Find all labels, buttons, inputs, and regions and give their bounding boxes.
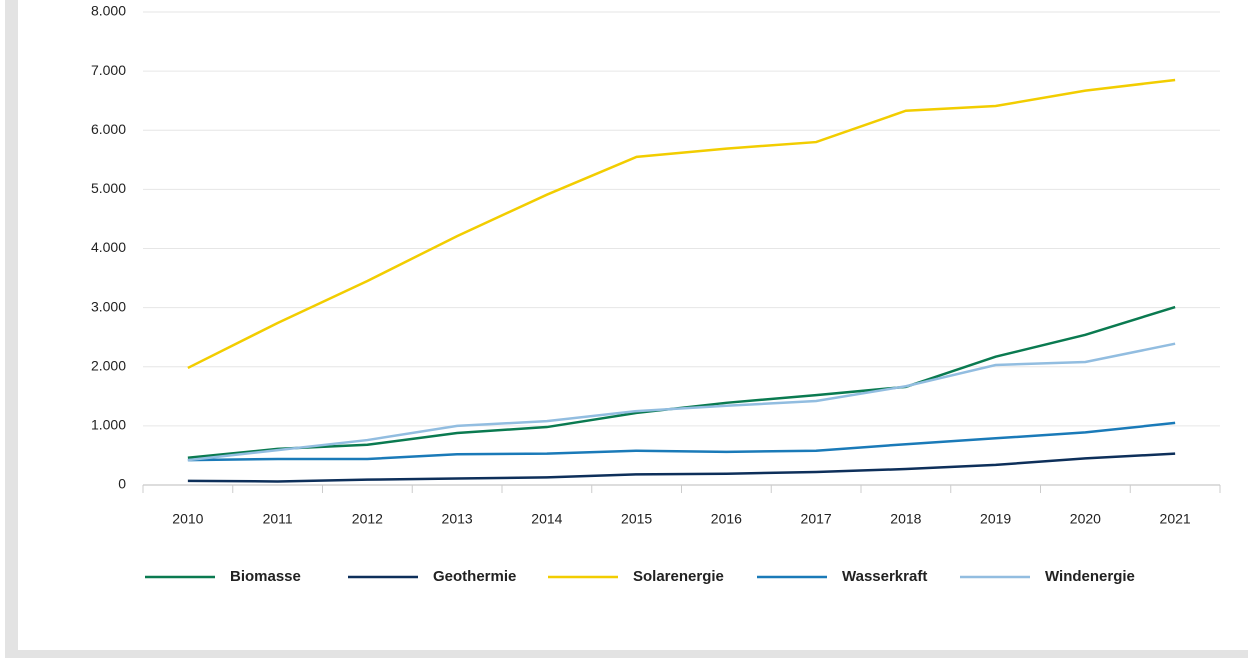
legend-label: Biomasse [230,568,301,585]
y-tick-label: 8.000 [91,3,126,19]
x-tick-label: 2020 [1070,511,1101,527]
y-tick-label: 6.000 [91,121,126,137]
y-tick-label: 5.000 [91,180,126,196]
x-tick-label: 2011 [263,511,293,527]
x-tick-label: 2016 [711,511,742,527]
frame-left [5,0,18,658]
x-tick-label: 2018 [890,511,921,527]
legend-label: Geothermie [433,568,516,585]
x-tick-label: 2017 [801,511,832,527]
series-line [187,421,1176,462]
legend-label: Wasserkraft [842,568,927,585]
y-tick-label: 7.000 [91,62,126,78]
x-tick-label: 2010 [172,511,203,527]
series-line [187,342,1176,462]
x-tick-label: 2014 [531,511,562,527]
legend-label: Windenergie [1045,568,1135,585]
y-tick-label: 2.000 [91,357,126,373]
x-tick-label: 2012 [352,511,383,527]
x-tick-label: 2021 [1160,511,1191,527]
y-tick-label: 0 [118,476,126,492]
x-tick-label: 2015 [621,511,652,527]
y-tick-label: 4.000 [91,239,126,255]
series-line [187,78,1176,370]
x-tick-label: 2013 [442,511,473,527]
series-line [187,452,1176,483]
legend-label: Solarenergie [633,568,724,585]
y-tick-label: 1.000 [91,417,126,433]
x-tick-label: 2019 [980,511,1011,527]
y-tick-label: 3.000 [91,298,126,314]
frame-bottom [5,650,1248,658]
